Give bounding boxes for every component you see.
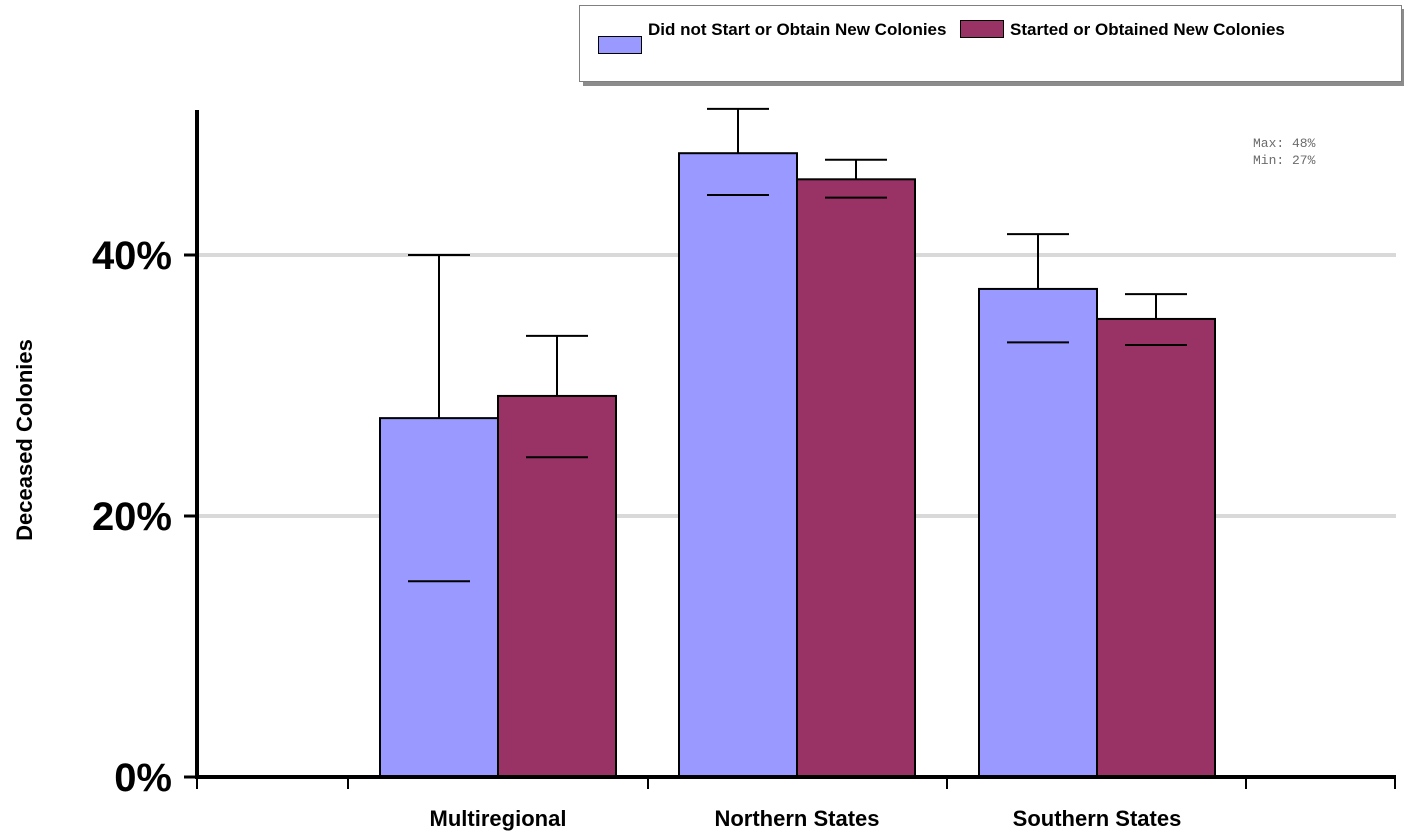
legend-item-started: Started or Obtained New Colonies (960, 20, 1404, 39)
x-tick-label-0: Multiregional (430, 806, 567, 831)
y-axis-label: Deceased Colonies (12, 339, 37, 541)
error-bars (408, 107, 1187, 583)
legend-swatch-did-not-start (598, 36, 642, 54)
max-annotation: Max: 48% (1253, 136, 1316, 151)
bars (379, 152, 1216, 778)
y-tick-label-0: 0% (114, 756, 172, 800)
bar-1-0 (678, 152, 798, 778)
legend: Did not Start or Obtain New Colonies Sta… (579, 5, 1402, 82)
legend-label-did-not-start: Did not Start or Obtain New Colonies (648, 20, 947, 39)
axes (184, 110, 1396, 789)
legend-item-did-not-start: Did not Start or Obtain New Colonies (598, 20, 948, 54)
y-tick-label-1: 20% (92, 495, 172, 539)
min-annotation: Min: 27% (1253, 153, 1316, 168)
x-tick-label-1: Northern States (714, 806, 879, 831)
legend-label-started: Started or Obtained New Colonies (1010, 20, 1285, 39)
bar-0-1 (497, 394, 617, 778)
y-tick-labels: 0% 20% 40% (92, 234, 172, 800)
bar-2-0 (978, 287, 1098, 778)
bar-2-1 (1096, 317, 1216, 778)
bar-0-0 (379, 417, 499, 778)
y-tick-label-2: 40% (92, 234, 172, 278)
bar-1-1 (796, 178, 916, 778)
max-min-annotation: Max: 48% Min: 27% (1253, 135, 1315, 169)
legend-swatch-started (960, 20, 1004, 38)
x-tick-label-2: Southern States (1013, 806, 1182, 831)
x-tick-labels: Multiregional Northern States Southern Sta… (430, 806, 1182, 831)
